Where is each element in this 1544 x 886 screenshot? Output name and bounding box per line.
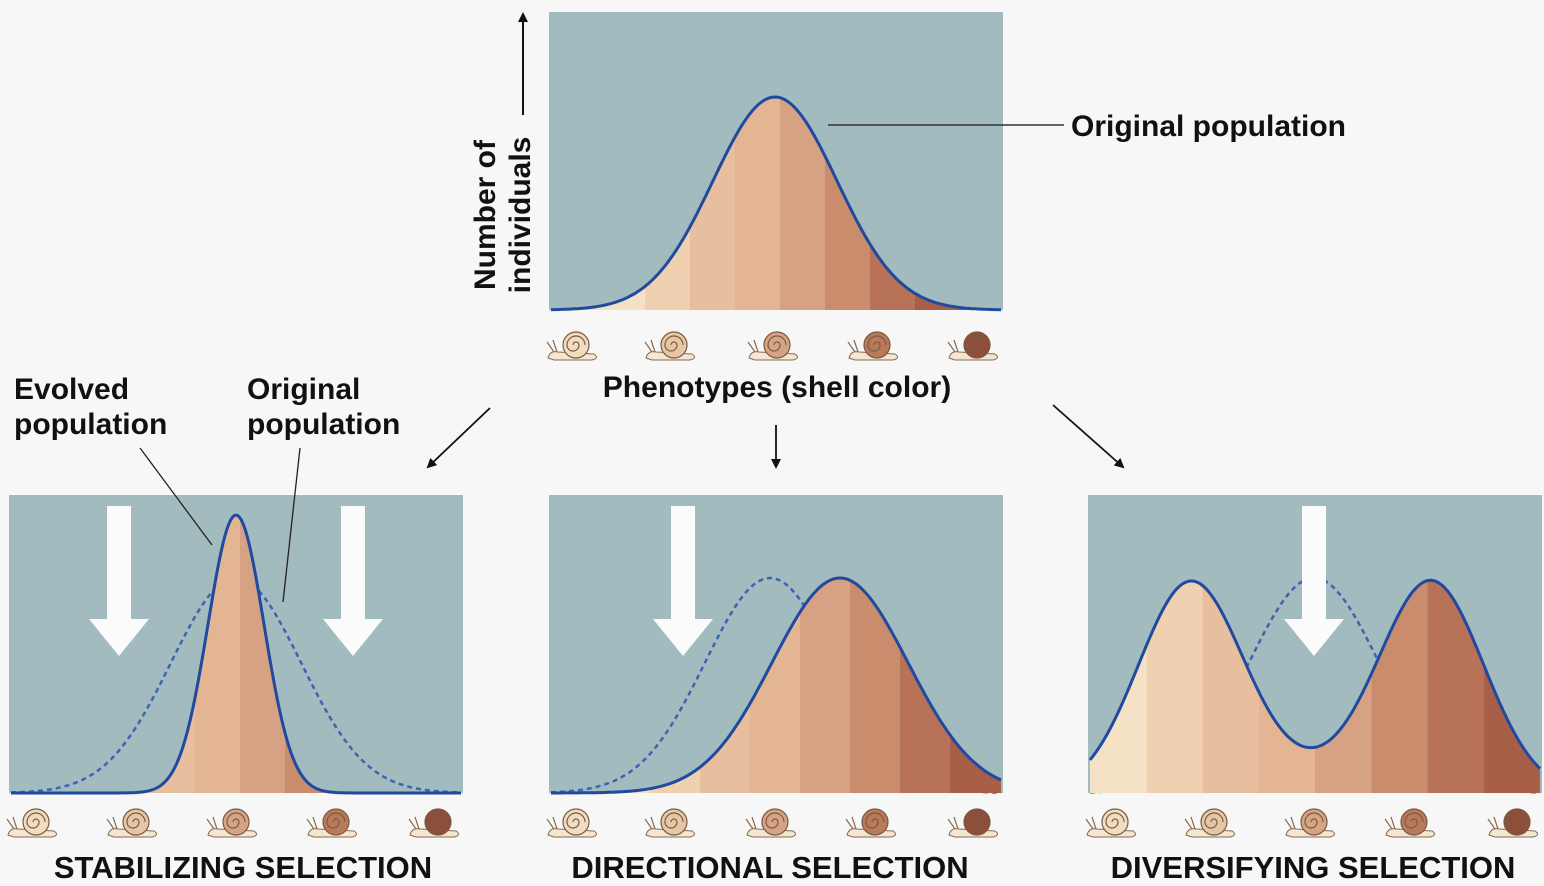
snail-horn — [547, 817, 557, 829]
curve-label: Original population — [1071, 110, 1346, 143]
evolved-label: population — [14, 408, 167, 441]
diagram: Number of individuals Original populatio… — [0, 0, 1544, 886]
snail-horn — [1185, 817, 1195, 829]
snail-horn — [547, 340, 557, 352]
snail-horn — [1086, 817, 1096, 829]
snail-horn — [645, 817, 655, 829]
snail-horn — [207, 817, 217, 829]
snail-horn — [1285, 817, 1295, 829]
snail-horn — [307, 817, 317, 829]
snail-horn — [748, 340, 758, 352]
snail — [1086, 809, 1136, 837]
arrow — [428, 408, 490, 467]
snail — [846, 809, 896, 837]
snail — [1488, 809, 1538, 837]
snail — [547, 809, 597, 837]
snail — [948, 332, 998, 360]
evolved-label: Evolved — [14, 373, 129, 406]
snail — [848, 332, 898, 360]
snail-horn — [645, 340, 655, 352]
panel-title: DIRECTIONAL SELECTION — [571, 850, 968, 885]
snail — [645, 809, 695, 837]
snail-horn — [7, 817, 17, 829]
snail-horn — [1488, 817, 1498, 829]
snail-horn — [948, 340, 958, 352]
snail-horn — [846, 817, 856, 829]
snail — [547, 332, 597, 360]
snail — [409, 809, 459, 837]
snail — [207, 809, 257, 837]
snail-horn — [409, 817, 419, 829]
snail — [107, 809, 157, 837]
snail — [748, 332, 798, 360]
snail-horn — [107, 817, 117, 829]
x-axis-label: Phenotypes (shell color) — [603, 371, 951, 404]
arrow — [1053, 405, 1123, 467]
snail — [1185, 809, 1235, 837]
snail — [746, 809, 796, 837]
snail-horn — [948, 817, 958, 829]
original-label: population — [247, 408, 400, 441]
snail — [1385, 809, 1435, 837]
snail — [1285, 809, 1335, 837]
snail-horn — [1385, 817, 1395, 829]
snail-horn — [746, 817, 756, 829]
snail — [307, 809, 357, 837]
panel-title: DIVERSIFYING SELECTION — [1111, 850, 1516, 885]
original-label: Original — [247, 373, 360, 406]
snail — [948, 809, 998, 837]
snail — [645, 332, 695, 360]
y-axis-label: individuals — [504, 137, 537, 294]
panel-title: STABILIZING SELECTION — [54, 850, 432, 885]
y-axis-label: Number of — [469, 139, 502, 290]
snail-horn — [848, 340, 858, 352]
snail — [7, 809, 57, 837]
